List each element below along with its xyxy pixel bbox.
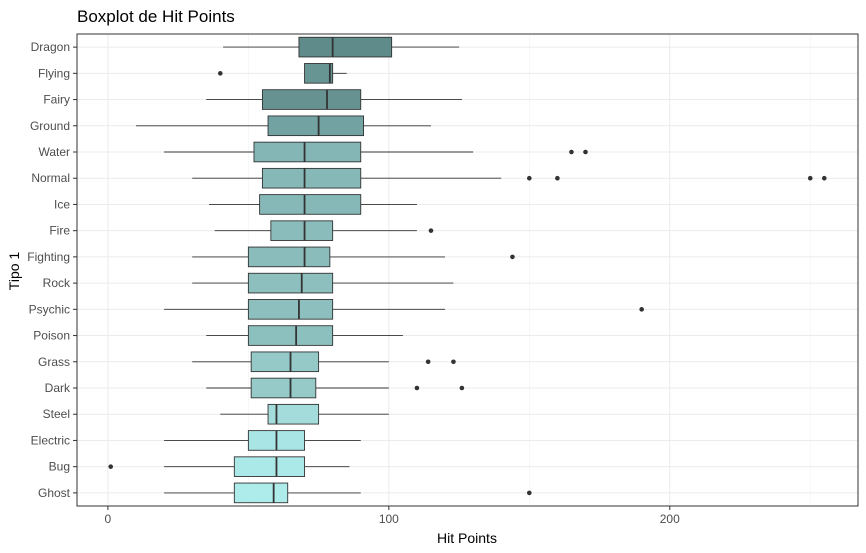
box-group-ghost — [164, 482, 532, 504]
x-axis-title: Hit Points — [437, 530, 497, 546]
y-tick-label: Dragon — [31, 40, 70, 54]
box — [253, 141, 362, 163]
box-group-fighting — [192, 246, 515, 268]
box — [247, 325, 334, 346]
box-group-steel — [220, 403, 389, 425]
outlier-point — [108, 464, 114, 469]
box-group-psychic — [164, 299, 644, 320]
box — [298, 36, 393, 58]
box-group-electric — [164, 430, 361, 451]
box-group-dragon — [223, 36, 460, 58]
panel-border — [76, 33, 859, 507]
outlier-point — [555, 175, 560, 181]
box — [233, 482, 289, 504]
y-tick-label: Ghost — [38, 486, 71, 500]
box — [247, 246, 331, 268]
y-tick-label: Ground — [30, 119, 70, 133]
box-group-normal — [192, 167, 827, 189]
chart-title: Boxplot de Hit Points — [77, 7, 235, 26]
box-group-dark — [206, 377, 465, 399]
outlier-point — [510, 254, 515, 260]
outlier-point — [425, 359, 431, 365]
box-group-poison — [206, 325, 403, 346]
box — [233, 456, 306, 477]
box-group-bug — [108, 456, 350, 477]
outlier-point — [459, 385, 465, 391]
box-group-fairy — [206, 89, 462, 110]
outlier-point — [451, 359, 456, 365]
box — [270, 220, 334, 241]
outlier-point — [527, 175, 532, 181]
y-tick-label: Fighting — [27, 250, 70, 264]
y-tick-label: Flying — [38, 66, 70, 80]
box-group-grass — [192, 351, 456, 373]
box-group-fire — [214, 220, 434, 241]
box-group-flying — [217, 63, 347, 84]
y-tick-label: Fire — [49, 224, 70, 238]
outlier-point — [217, 71, 223, 76]
outlier-point — [414, 385, 420, 391]
outlier-point — [821, 175, 827, 181]
box — [250, 351, 320, 373]
x-tick-label: 0 — [105, 512, 112, 526]
box — [304, 63, 334, 84]
box — [261, 89, 362, 110]
y-tick-label: Grass — [38, 355, 70, 369]
outlier-point — [527, 490, 532, 496]
box — [259, 194, 362, 215]
x-tick-label: 100 — [379, 512, 399, 526]
y-axis-title: Tipo 1 — [6, 252, 22, 291]
box — [261, 167, 362, 189]
y-tick-label: Poison — [33, 329, 70, 343]
y-tick-label: Electric — [31, 433, 70, 447]
y-tick-label: Ice — [54, 197, 70, 211]
y-tick-label: Bug — [49, 460, 70, 474]
y-tick-label: Water — [38, 145, 70, 159]
box-group-rock — [192, 272, 454, 294]
outlier-point — [639, 307, 644, 312]
box — [250, 377, 317, 399]
y-tick-label: Rock — [43, 276, 71, 290]
box — [267, 403, 320, 425]
panel-background — [77, 34, 858, 506]
box — [247, 272, 334, 294]
x-tick-label: 200 — [660, 512, 680, 526]
y-tick-label: Psychic — [29, 302, 70, 316]
y-tick-label: Dark — [45, 381, 71, 395]
outlier-point — [428, 228, 434, 233]
outlier-point — [583, 149, 588, 155]
box — [247, 299, 334, 320]
box-group-ground — [135, 115, 431, 137]
y-tick-label: Normal — [31, 171, 70, 185]
y-tick-label: Fairy — [43, 93, 70, 107]
outlier-point — [569, 149, 574, 155]
box-group-water — [164, 141, 588, 163]
box — [267, 115, 365, 137]
outlier-point — [807, 175, 813, 181]
y-tick-label: Steel — [43, 407, 70, 421]
plot-panel: 0 100 200 Dragon Flying Fairy Ground Water Norma… — [27, 33, 859, 526]
box-group-ice — [209, 194, 417, 215]
